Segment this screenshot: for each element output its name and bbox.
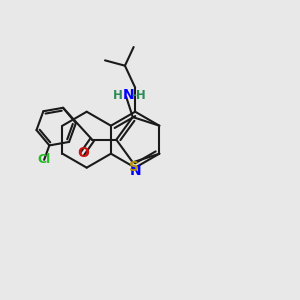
Text: N: N (129, 164, 141, 178)
Text: H: H (113, 88, 123, 102)
Text: -H: -H (131, 88, 146, 102)
Text: O: O (77, 146, 89, 160)
Text: N: N (123, 88, 134, 102)
Text: S: S (129, 160, 139, 174)
Text: Cl: Cl (38, 153, 51, 166)
